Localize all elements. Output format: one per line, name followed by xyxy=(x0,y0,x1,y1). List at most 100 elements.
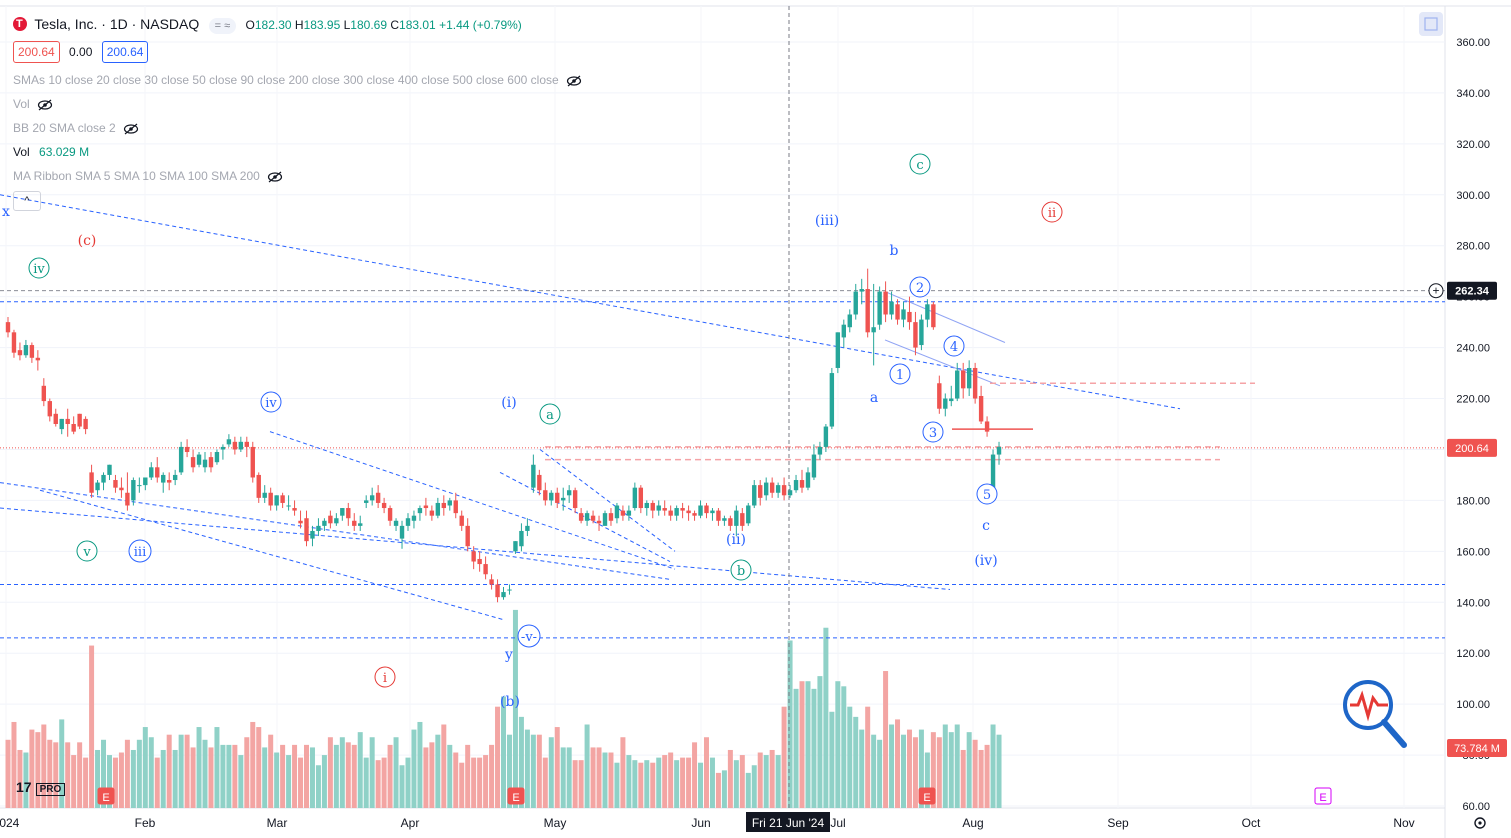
volume-bar xyxy=(686,757,692,808)
candle-body xyxy=(925,304,930,320)
candle-body xyxy=(644,502,649,509)
volume-bar xyxy=(721,770,727,808)
volume-bar xyxy=(89,645,95,808)
volume-bar xyxy=(345,742,351,808)
candle-body xyxy=(620,510,626,516)
volume-bar xyxy=(512,609,518,808)
ohlc-low-label: L xyxy=(343,18,351,32)
candle-body xyxy=(614,505,620,519)
candle-body xyxy=(662,508,667,511)
ohlc-open: 182.30 xyxy=(254,18,292,32)
vol-label: Vol xyxy=(13,145,30,159)
trend-line xyxy=(0,482,671,580)
candle-body xyxy=(286,505,291,507)
volume-bar xyxy=(214,727,220,808)
x-tick-label: Apr xyxy=(401,816,420,830)
candle-body xyxy=(775,485,781,493)
candle-body xyxy=(531,464,536,488)
sell-price-button[interactable]: 200.64 xyxy=(13,41,60,63)
candle-body xyxy=(429,510,435,516)
wave-label-circle xyxy=(976,483,998,505)
wave-label: c xyxy=(982,518,990,534)
candle-body xyxy=(519,530,524,547)
hidden-eye-icon[interactable] xyxy=(267,171,283,183)
legend-toggle-icon[interactable]: = ≈ xyxy=(208,18,237,34)
candle-body xyxy=(680,508,685,511)
wave-label-circle xyxy=(539,403,561,425)
y-tick-label: 280.00 xyxy=(1456,241,1490,253)
candle-body xyxy=(334,518,339,524)
candle-body xyxy=(5,322,11,333)
candle-body xyxy=(226,439,232,445)
earnings-marker xyxy=(1314,787,1332,805)
candle-body xyxy=(441,502,447,509)
volume-bar xyxy=(745,772,751,808)
collapse-legend-button[interactable]: ^ xyxy=(13,191,41,211)
volume-bar xyxy=(339,737,345,808)
volume-bar xyxy=(614,762,620,808)
volume-bar xyxy=(674,760,680,808)
candle-body xyxy=(931,304,936,328)
candle-body xyxy=(817,446,823,455)
buy-price-button[interactable]: 200.64 xyxy=(101,41,149,63)
candle-body xyxy=(161,474,166,483)
volume-bar xyxy=(178,734,184,808)
candle-body xyxy=(650,502,655,511)
candle-body xyxy=(949,398,954,402)
wave-label: c xyxy=(916,158,923,173)
candle-body xyxy=(196,454,202,465)
bb-indicator[interactable]: BB 20 SMA close 2 xyxy=(13,120,139,136)
volume-bar xyxy=(865,706,871,808)
candle-body xyxy=(256,474,261,498)
candle-body xyxy=(310,530,315,539)
x-tick-label: Feb xyxy=(135,816,156,830)
volume-bar xyxy=(692,742,698,808)
volume-bar xyxy=(871,734,877,808)
candle-body xyxy=(41,385,47,402)
wave-label: (ii) xyxy=(726,532,746,548)
chevron-up-icon: ^ xyxy=(24,195,30,207)
vol-hidden-indicator[interactable]: Vol xyxy=(13,96,53,112)
y-tick-label: 60.00 xyxy=(1462,801,1490,813)
x-tick-label: Jun xyxy=(691,816,710,830)
hidden-eye-icon[interactable] xyxy=(37,99,53,111)
wave-label: (b) xyxy=(500,694,520,710)
candle-body xyxy=(913,322,918,348)
volume-bar xyxy=(590,747,596,808)
candle-body xyxy=(202,459,208,468)
volume-bar xyxy=(369,737,375,808)
volume-bar xyxy=(536,734,542,808)
hidden-eye-icon[interactable] xyxy=(566,75,582,87)
volume-bar xyxy=(41,724,47,808)
candle-body xyxy=(656,505,661,511)
trend-line xyxy=(884,339,1001,387)
candle-body xyxy=(608,513,614,521)
tradingview-logo[interactable]: 17 PRO xyxy=(16,779,66,796)
volume-bar xyxy=(106,755,112,808)
x-tick-label: Jul xyxy=(830,816,845,830)
volume-bar xyxy=(560,747,566,808)
volume-bar xyxy=(154,757,160,808)
pulse-icon xyxy=(1350,690,1388,722)
vol-indicator[interactable]: Vol 63.029 M xyxy=(13,144,89,160)
candle-body xyxy=(453,500,458,514)
candle-body xyxy=(101,474,106,483)
candle-body xyxy=(29,345,35,358)
symbol-title[interactable]: Tesla, Inc. · 1D · NASDAQ xyxy=(34,16,200,32)
volume-bar xyxy=(124,739,130,808)
volume-bar xyxy=(608,752,614,808)
ma-ribbon-indicator[interactable]: MA Ribbon SMA 5 SMA 10 SMA 100 SMA 200 xyxy=(13,168,283,184)
candle-body xyxy=(172,474,178,481)
volume-price-label: 73.784 M xyxy=(1454,743,1500,755)
y-tick-label: 320.00 xyxy=(1456,139,1490,151)
volume-bar xyxy=(662,755,668,808)
volume-bar xyxy=(978,749,984,808)
smas-indicator[interactable]: SMAs 10 close 20 close 30 close 50 close… xyxy=(13,72,582,88)
wave-label-circle xyxy=(517,624,541,648)
volume-bar xyxy=(321,755,327,808)
wave-label-circle xyxy=(28,257,50,279)
hidden-eye-icon[interactable] xyxy=(123,123,139,135)
volume-bar xyxy=(996,734,1002,808)
